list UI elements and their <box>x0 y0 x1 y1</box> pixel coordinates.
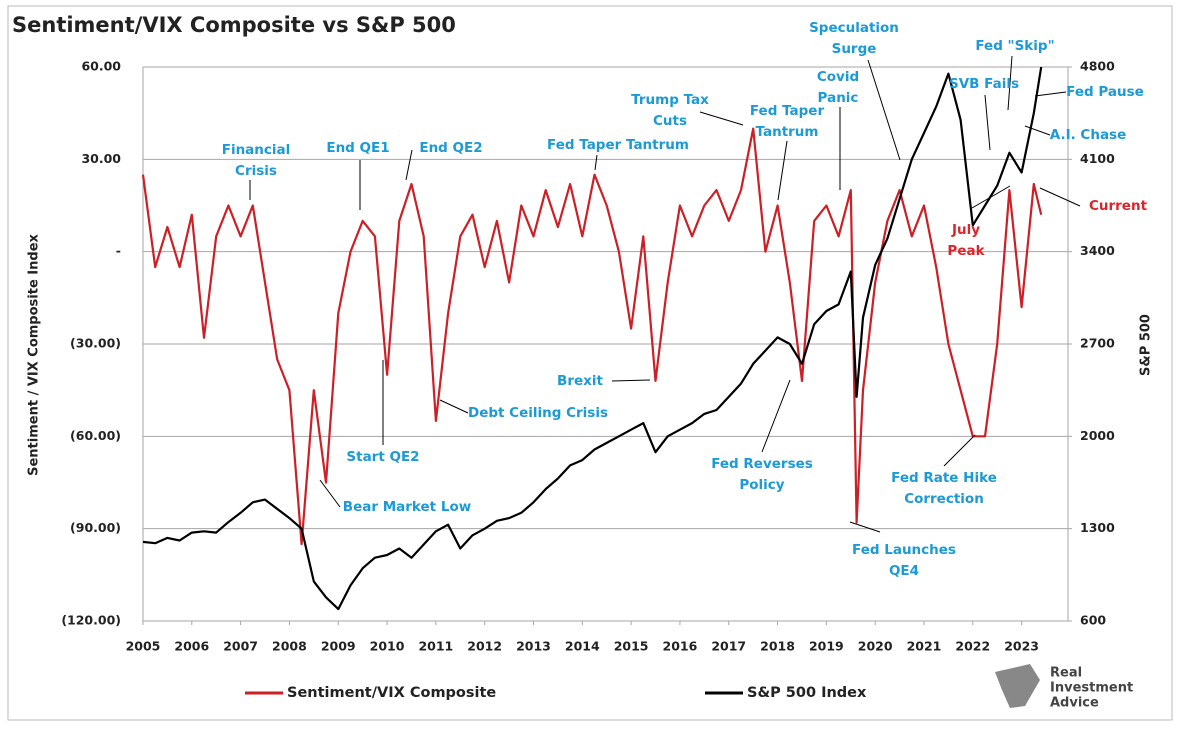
annotation: Current <box>1089 198 1148 214</box>
annotation: QE4 <box>889 563 919 579</box>
y-tick-label: (90.00) <box>70 520 121 535</box>
annotation-leader <box>1034 91 1067 97</box>
annotation-leader <box>439 399 469 414</box>
annotation: Debt Ceiling Crisis <box>468 405 608 421</box>
x-tick-label: 2015 <box>614 639 649 654</box>
annotation-leader <box>594 154 598 171</box>
x-tick-label: 2007 <box>223 639 258 654</box>
annotation: Bear Market Low <box>343 499 471 515</box>
annotation: Fed Launches <box>852 542 956 558</box>
y-tick-label: 60.00 <box>81 59 121 74</box>
annotation: End QE1 <box>326 140 389 156</box>
annotation: Financial <box>222 142 291 158</box>
annotation: Surge <box>832 41 877 57</box>
frame <box>7 5 1173 721</box>
annotation: Correction <box>904 491 984 507</box>
annotation-leader <box>777 140 788 201</box>
x-tick-label: 2023 <box>1004 639 1039 654</box>
series-line <box>141 127 1043 546</box>
annotation: Fed Taper Tantrum <box>547 137 689 153</box>
annotation-leader <box>867 59 901 161</box>
annotation: Peak <box>947 243 985 259</box>
x-tick-label: 2021 <box>907 639 942 654</box>
x-tick-label: 2012 <box>467 639 502 654</box>
annotation-leader <box>1039 187 1081 207</box>
annotation: Fed Taper <box>750 103 825 119</box>
x-tick-label: 2017 <box>711 639 746 654</box>
x-tick-label: 2019 <box>809 639 844 654</box>
y-axis-label: Sentiment / VIX Composite Index <box>27 233 42 475</box>
annotation: Fed Rate Hike <box>891 470 997 486</box>
annotation: Policy <box>739 477 784 493</box>
x-tick-label: 2006 <box>174 639 209 654</box>
annotation-leader <box>699 111 744 126</box>
logo-text: Advice <box>1050 696 1099 711</box>
x-tick-label: 2016 <box>663 639 698 654</box>
y2-tick-label: 600 <box>1080 613 1106 628</box>
logo-text: Real <box>1050 666 1082 681</box>
x-tick-label: 2018 <box>760 639 795 654</box>
annotation: End QE2 <box>419 140 482 156</box>
y2-axis-label: S&P 500 <box>1139 314 1154 376</box>
y2-tick-label: 2700 <box>1080 336 1115 351</box>
annotation: Start QE2 <box>346 449 419 465</box>
y2-tick-label: 1300 <box>1080 520 1115 535</box>
y-tick-label: - <box>116 243 121 258</box>
annotation: Panic <box>818 90 859 106</box>
annotation-leader <box>1007 55 1013 111</box>
annotation: Fed Reverses <box>711 456 813 472</box>
annotation: Cuts <box>653 113 687 129</box>
annotation-leader <box>971 185 1011 209</box>
x-tick-label: 2011 <box>418 639 453 654</box>
annotation: Covid <box>817 69 859 85</box>
annotation: Crisis <box>235 163 277 179</box>
annotation: Fed "Skip" <box>975 38 1054 54</box>
y2-tick-label: 4800 <box>1080 59 1115 74</box>
y-tick-label: (30.00) <box>70 336 121 351</box>
annotation-leader <box>319 479 341 508</box>
x-tick-label: 2009 <box>321 639 356 654</box>
annotation: A.I. Chase <box>1050 127 1127 143</box>
annotation: Speculation <box>809 20 899 36</box>
y-tick-label: (60.00) <box>70 428 121 443</box>
annotation-leader <box>943 434 976 467</box>
y-tick-label: 30.00 <box>81 151 121 166</box>
x-tick-label: 2008 <box>272 639 307 654</box>
y2-tick-label: 4100 <box>1080 151 1115 166</box>
annotation: Trump Tax <box>631 92 709 108</box>
annotation-leader <box>849 521 881 533</box>
y2-tick-label: 2000 <box>1080 428 1115 443</box>
x-tick-label: 2005 <box>126 639 161 654</box>
annotation: Tantrum <box>756 124 819 140</box>
logo-mark <box>995 664 1040 708</box>
chart-title: Sentiment/VIX Composite vs S&P 500 <box>12 13 456 37</box>
x-tick-label: 2013 <box>516 639 551 654</box>
logo: Real Investment Advice <box>995 664 1133 711</box>
legend-label: Sentiment/VIX Composite <box>287 685 496 701</box>
annotation: Fed Pause <box>1066 84 1144 100</box>
annotation-leader <box>1024 125 1051 136</box>
annotation-leader <box>611 379 651 382</box>
logo-text: Investment <box>1050 681 1133 696</box>
annotation: July <box>951 222 980 238</box>
series-line <box>142 66 1043 611</box>
x-tick-label: 2020 <box>858 639 893 654</box>
x-tick-label: 2010 <box>370 639 405 654</box>
annotation-leader <box>761 379 791 453</box>
annotation-leader <box>405 149 413 181</box>
y-tick-label: (120.00) <box>61 613 121 628</box>
annotation: Brexit <box>557 373 603 389</box>
annotation: SVB Fails <box>949 76 1019 92</box>
x-tick-label: 2014 <box>565 639 600 654</box>
annotation-leader <box>984 94 991 151</box>
y2-tick-label: 3400 <box>1080 243 1115 258</box>
x-tick-label: 2022 <box>955 639 990 654</box>
legend-label: S&P 500 Index <box>747 685 867 701</box>
